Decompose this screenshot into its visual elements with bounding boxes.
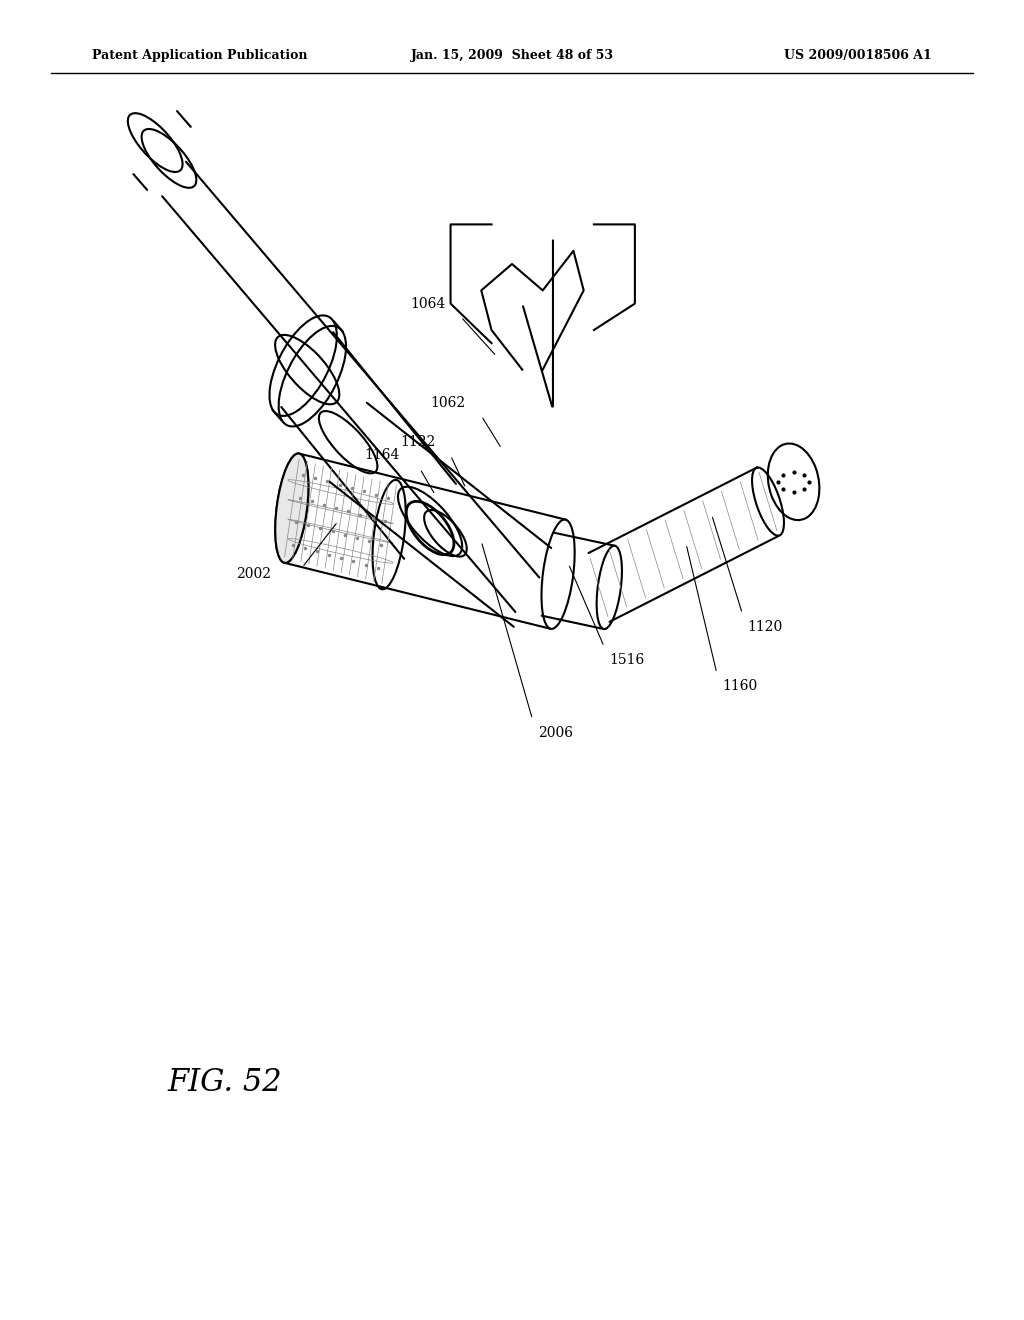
Text: 1516: 1516 <box>609 653 644 667</box>
Text: 2006: 2006 <box>538 726 572 739</box>
Ellipse shape <box>275 454 308 562</box>
Text: 1062: 1062 <box>431 396 466 409</box>
Text: 1164: 1164 <box>364 449 399 462</box>
Text: 1064: 1064 <box>411 297 445 310</box>
Text: FIG. 52: FIG. 52 <box>168 1067 283 1098</box>
Text: 1160: 1160 <box>722 680 757 693</box>
Text: 2002: 2002 <box>237 568 271 581</box>
Text: 1120: 1120 <box>748 620 782 634</box>
Text: Patent Application Publication: Patent Application Publication <box>92 49 307 62</box>
Text: Jan. 15, 2009  Sheet 48 of 53: Jan. 15, 2009 Sheet 48 of 53 <box>411 49 613 62</box>
Text: US 2009/0018506 A1: US 2009/0018506 A1 <box>784 49 932 62</box>
Text: 1122: 1122 <box>400 436 435 449</box>
